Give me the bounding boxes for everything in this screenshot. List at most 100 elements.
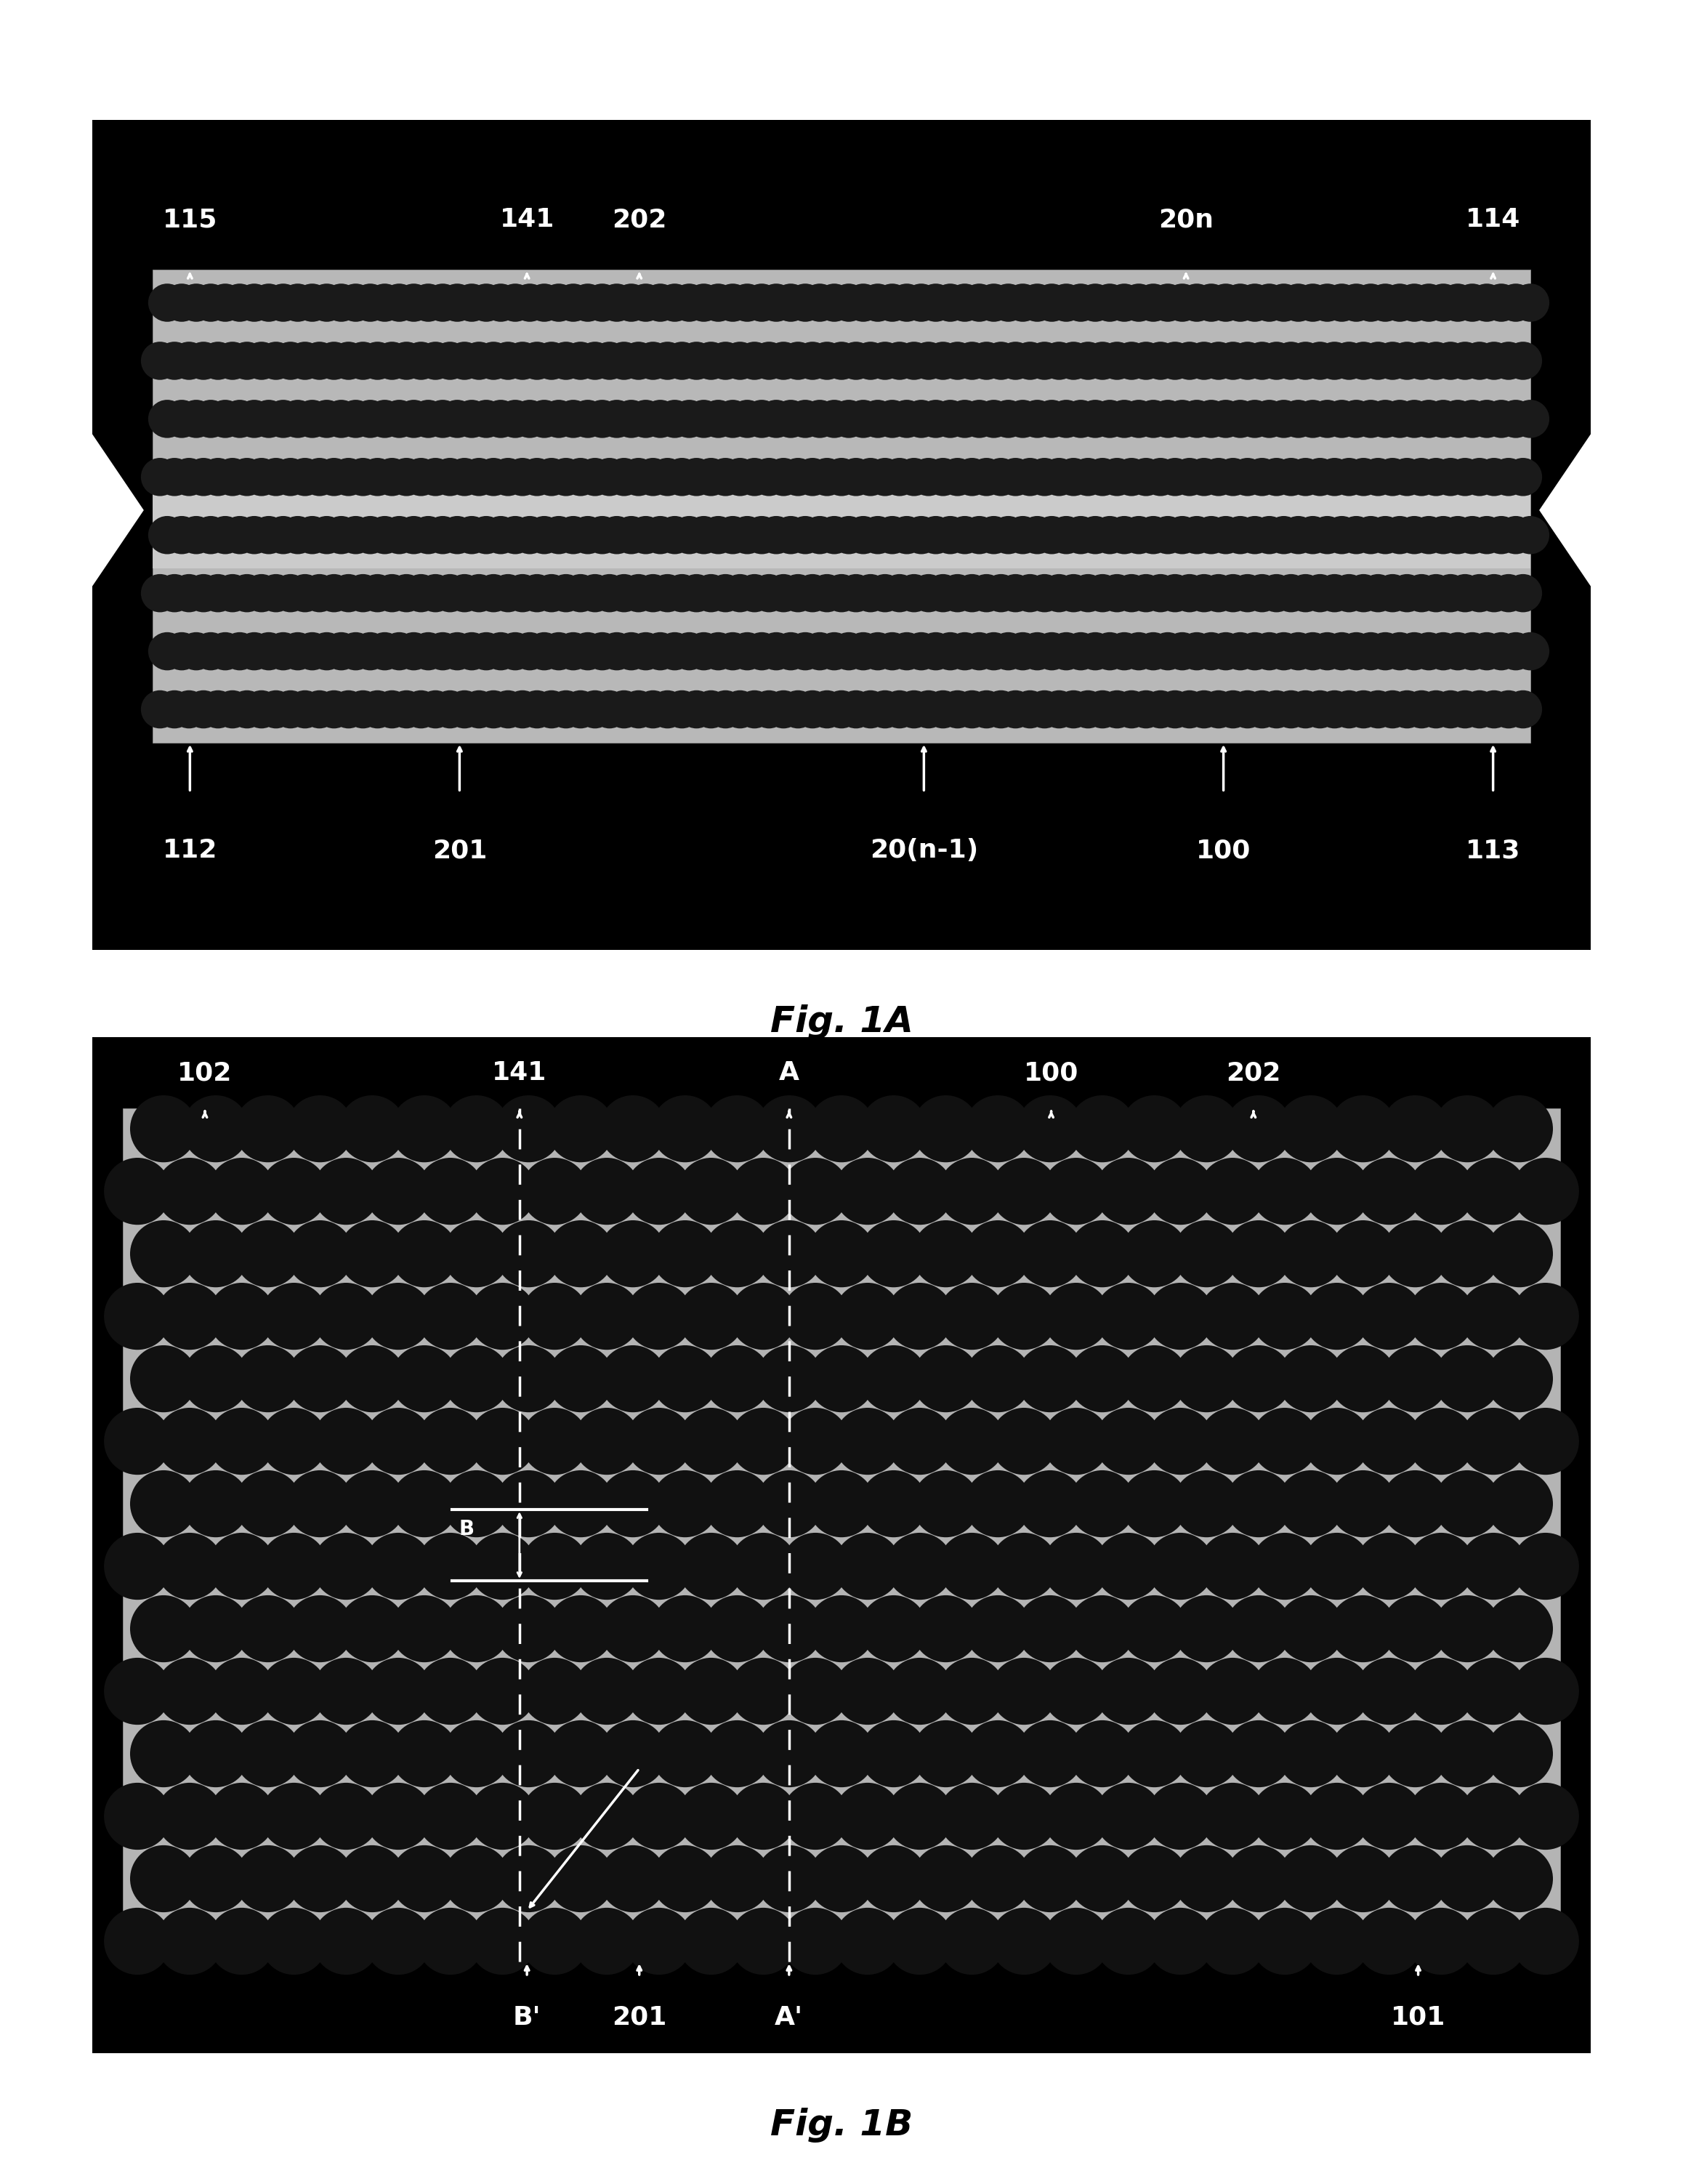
Ellipse shape bbox=[707, 459, 744, 496]
Ellipse shape bbox=[1380, 400, 1419, 439]
Ellipse shape bbox=[909, 690, 948, 729]
Ellipse shape bbox=[931, 400, 969, 439]
Ellipse shape bbox=[547, 1845, 614, 1913]
Ellipse shape bbox=[417, 1658, 485, 1725]
Ellipse shape bbox=[365, 1158, 433, 1225]
Ellipse shape bbox=[931, 515, 969, 555]
Ellipse shape bbox=[626, 1909, 692, 1974]
Ellipse shape bbox=[1040, 690, 1079, 729]
Ellipse shape bbox=[703, 1345, 771, 1413]
Ellipse shape bbox=[801, 631, 838, 670]
Ellipse shape bbox=[939, 1409, 1005, 1474]
Ellipse shape bbox=[1294, 400, 1331, 439]
Ellipse shape bbox=[1229, 690, 1267, 729]
Ellipse shape bbox=[858, 631, 897, 670]
Ellipse shape bbox=[860, 1845, 927, 1913]
Ellipse shape bbox=[1017, 1345, 1084, 1413]
Ellipse shape bbox=[756, 1845, 823, 1913]
Ellipse shape bbox=[880, 690, 919, 729]
Ellipse shape bbox=[678, 574, 715, 612]
Ellipse shape bbox=[1185, 574, 1224, 612]
Ellipse shape bbox=[286, 459, 325, 496]
Ellipse shape bbox=[1355, 1658, 1422, 1725]
Ellipse shape bbox=[192, 284, 231, 321]
Ellipse shape bbox=[1069, 690, 1107, 729]
Ellipse shape bbox=[214, 341, 251, 380]
Ellipse shape bbox=[912, 1845, 980, 1913]
Ellipse shape bbox=[779, 574, 816, 612]
Ellipse shape bbox=[488, 341, 527, 380]
Ellipse shape bbox=[815, 515, 853, 555]
Ellipse shape bbox=[261, 1409, 328, 1474]
Ellipse shape bbox=[1003, 515, 1042, 555]
Ellipse shape bbox=[185, 690, 222, 729]
Ellipse shape bbox=[390, 1845, 458, 1913]
Ellipse shape bbox=[1367, 400, 1404, 439]
Ellipse shape bbox=[756, 1594, 823, 1662]
Ellipse shape bbox=[961, 284, 998, 321]
Ellipse shape bbox=[599, 1096, 666, 1162]
Ellipse shape bbox=[1017, 1845, 1084, 1913]
Ellipse shape bbox=[286, 1721, 353, 1787]
Ellipse shape bbox=[835, 1782, 900, 1850]
Ellipse shape bbox=[729, 400, 766, 439]
Ellipse shape bbox=[1096, 1158, 1161, 1225]
Ellipse shape bbox=[358, 574, 397, 612]
Ellipse shape bbox=[540, 631, 577, 670]
Ellipse shape bbox=[912, 1721, 980, 1787]
Ellipse shape bbox=[939, 1782, 1005, 1850]
Ellipse shape bbox=[1141, 574, 1180, 612]
Ellipse shape bbox=[1250, 400, 1289, 439]
Ellipse shape bbox=[1330, 1470, 1397, 1538]
Ellipse shape bbox=[990, 631, 1027, 670]
Ellipse shape bbox=[1432, 574, 1469, 612]
Ellipse shape bbox=[1257, 574, 1296, 612]
Ellipse shape bbox=[163, 515, 200, 555]
Ellipse shape bbox=[1192, 400, 1230, 439]
Ellipse shape bbox=[313, 1282, 380, 1350]
Ellipse shape bbox=[1244, 690, 1281, 729]
Ellipse shape bbox=[1330, 1721, 1397, 1787]
Ellipse shape bbox=[1121, 1221, 1188, 1286]
Ellipse shape bbox=[604, 459, 643, 496]
Ellipse shape bbox=[185, 459, 222, 496]
Ellipse shape bbox=[1459, 1409, 1526, 1474]
Ellipse shape bbox=[751, 690, 788, 729]
Ellipse shape bbox=[852, 459, 890, 496]
Ellipse shape bbox=[1163, 631, 1202, 670]
Ellipse shape bbox=[1402, 574, 1441, 612]
Ellipse shape bbox=[157, 1409, 224, 1474]
Ellipse shape bbox=[1149, 631, 1187, 670]
Ellipse shape bbox=[1097, 459, 1136, 496]
Ellipse shape bbox=[1461, 459, 1498, 496]
Ellipse shape bbox=[1128, 690, 1165, 729]
Ellipse shape bbox=[845, 400, 882, 439]
Ellipse shape bbox=[1308, 400, 1346, 439]
Ellipse shape bbox=[177, 284, 215, 321]
Ellipse shape bbox=[1434, 1845, 1501, 1913]
Ellipse shape bbox=[931, 631, 969, 670]
Ellipse shape bbox=[192, 515, 231, 555]
Ellipse shape bbox=[626, 400, 665, 439]
Ellipse shape bbox=[990, 400, 1027, 439]
Ellipse shape bbox=[185, 341, 222, 380]
Ellipse shape bbox=[1264, 631, 1303, 670]
Ellipse shape bbox=[961, 631, 998, 670]
Ellipse shape bbox=[1373, 574, 1412, 612]
Ellipse shape bbox=[1323, 515, 1362, 555]
Ellipse shape bbox=[1146, 1782, 1213, 1850]
Ellipse shape bbox=[1119, 400, 1158, 439]
Ellipse shape bbox=[678, 1533, 744, 1601]
Ellipse shape bbox=[315, 459, 353, 496]
Ellipse shape bbox=[887, 1658, 953, 1725]
Ellipse shape bbox=[742, 631, 781, 670]
Ellipse shape bbox=[772, 400, 810, 439]
Ellipse shape bbox=[678, 341, 715, 380]
Ellipse shape bbox=[604, 690, 643, 729]
Ellipse shape bbox=[390, 1470, 458, 1538]
Ellipse shape bbox=[518, 341, 555, 380]
Ellipse shape bbox=[1439, 631, 1478, 670]
Ellipse shape bbox=[1410, 515, 1447, 555]
Ellipse shape bbox=[703, 1470, 771, 1538]
Ellipse shape bbox=[365, 1909, 433, 1974]
